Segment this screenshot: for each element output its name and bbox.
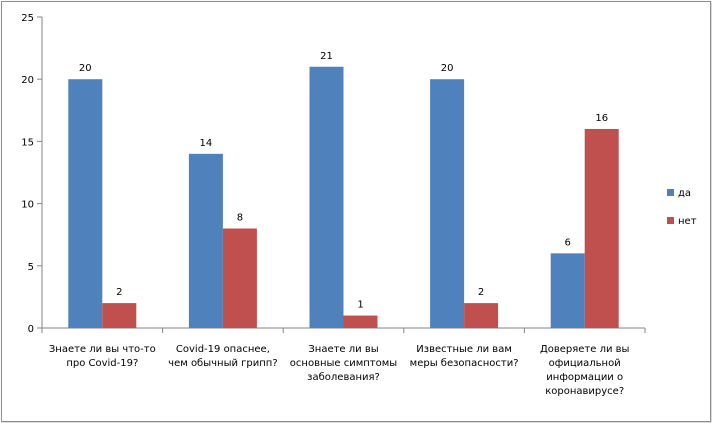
bar-da [68,79,103,328]
data-label: 2 [478,287,484,298]
x-category-label: Известные ли вам меры безопасности? [410,344,519,369]
bar-da [550,253,585,328]
x-category-label-line: про Covid-19? [66,358,138,369]
bar-net [222,228,257,328]
legend-swatch [667,189,674,196]
data-label: 8 [237,212,243,223]
bar-net [464,303,499,328]
x-category-label-line: информации о [546,372,623,383]
x-category-label: Знаете ли вы что-то про Covid-19? [49,344,156,369]
x-category-label-line: Знаете ли вы что-то [49,344,156,355]
data-label: 16 [595,113,608,124]
legend-label: да [678,188,691,199]
data-label: 21 [320,51,333,62]
x-category-label-line: Известные ли вам [416,344,512,355]
x-category-label-line: Знаете ли вы [308,344,378,355]
y-tick-label: 25 [21,13,34,24]
x-category-label: Covid-19 опаснее, чем обычный грипп? [168,344,277,369]
x-category-label-line: заболевания? [307,372,380,383]
y-tick-label: 15 [21,137,34,148]
y-tick-label: 10 [21,200,34,211]
legend-label: нет [678,216,697,227]
x-category-label: Доверяете ли вы официальной информации о ко… [540,344,630,397]
bar-da [188,153,223,328]
y-tick-label: 0 [28,324,34,335]
x-category-label-line: меры безопасности? [410,358,519,369]
bar-da [309,66,344,328]
bar-da [430,79,465,328]
data-label: 1 [357,300,363,311]
data-label: 20 [441,63,454,74]
x-category-label-line: коронавирусе? [545,386,624,397]
data-label: 20 [79,63,92,74]
x-category-label: Знаете ли вы основные симптомы заболевания… [290,344,397,383]
x-category-label-line: Covid-19 опаснее, [176,344,270,355]
data-label: 2 [116,287,122,298]
bar-net [584,128,619,328]
bar-net [343,315,378,328]
data-label: 6 [565,237,571,248]
x-category-label-line: официальной [549,358,621,369]
legend-swatch [667,217,674,224]
y-tick-label: 20 [21,75,34,86]
y-tick-label: 5 [28,262,34,273]
x-category-label-line: Доверяете ли вы [540,344,630,355]
x-category-label-line: чем обычный грипп? [168,358,277,369]
bar-net [102,303,137,328]
x-category-label-line: основные симптомы [290,358,397,369]
data-label: 14 [200,138,213,149]
